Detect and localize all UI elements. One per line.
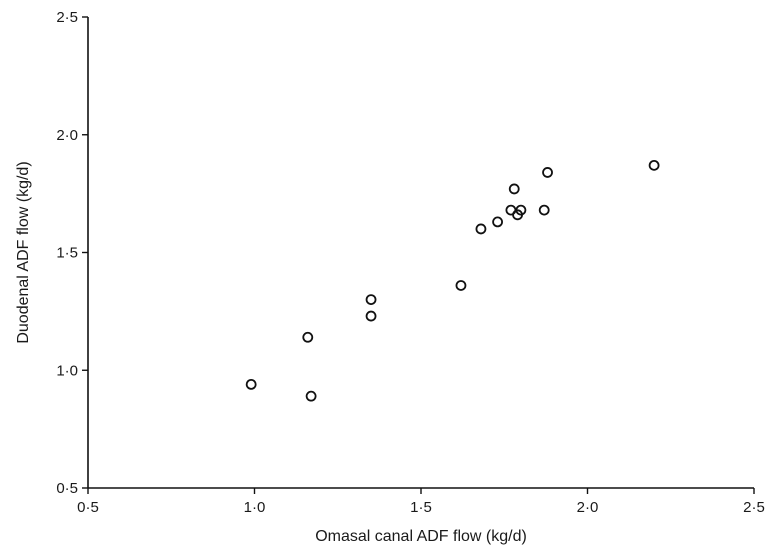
data-point bbox=[305, 390, 317, 402]
data-point bbox=[455, 280, 467, 291]
data-point bbox=[365, 294, 377, 306]
x-axis-title: Omasal canal ADF flow (kg/d) bbox=[315, 528, 527, 545]
x-tick-label: 2·5 bbox=[743, 499, 765, 516]
y-tick-label: 1·0 bbox=[56, 362, 78, 379]
data-point bbox=[508, 183, 520, 195]
y-tick-label: 2·5 bbox=[56, 9, 78, 26]
y-tick-label: 1·5 bbox=[56, 245, 78, 262]
axes bbox=[87, 17, 754, 489]
x-tick-label: 2·0 bbox=[577, 499, 599, 516]
data-point bbox=[542, 167, 553, 178]
x-tick-label: 1·0 bbox=[244, 499, 266, 516]
data-point bbox=[245, 378, 257, 390]
data-point bbox=[365, 310, 377, 322]
data-point bbox=[475, 223, 487, 235]
data-point bbox=[648, 159, 660, 171]
x-axis-ticks: 0·5 1·0 1·5 2·0 2·5 bbox=[77, 488, 765, 516]
y-tick-label: 2·0 bbox=[56, 127, 78, 144]
x-tick-label: 1·5 bbox=[410, 499, 432, 516]
data-point bbox=[302, 331, 314, 343]
data-point bbox=[492, 216, 503, 228]
data-points bbox=[245, 159, 660, 402]
x-tick-label: 0·5 bbox=[77, 499, 99, 516]
data-point bbox=[515, 204, 527, 216]
y-axis-title: Duodenal ADF flow (kg/d) bbox=[15, 161, 32, 343]
y-axis-ticks: 0·5 1·0 1·5 2·0 2·5 bbox=[56, 9, 88, 497]
y-tick-label: 0·5 bbox=[56, 480, 78, 497]
data-point bbox=[538, 204, 550, 216]
